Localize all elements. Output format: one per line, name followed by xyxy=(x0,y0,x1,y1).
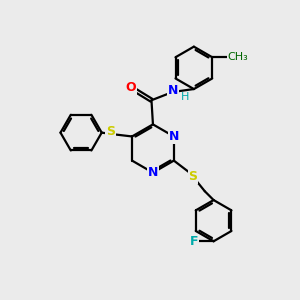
Text: N: N xyxy=(169,130,179,143)
Text: O: O xyxy=(125,81,136,94)
Text: S: S xyxy=(188,170,197,183)
Text: S: S xyxy=(106,125,115,138)
Text: CH₃: CH₃ xyxy=(228,52,248,62)
Text: F: F xyxy=(190,235,198,248)
Text: H: H xyxy=(181,92,189,102)
Text: N: N xyxy=(168,84,178,97)
Text: N: N xyxy=(148,166,158,179)
